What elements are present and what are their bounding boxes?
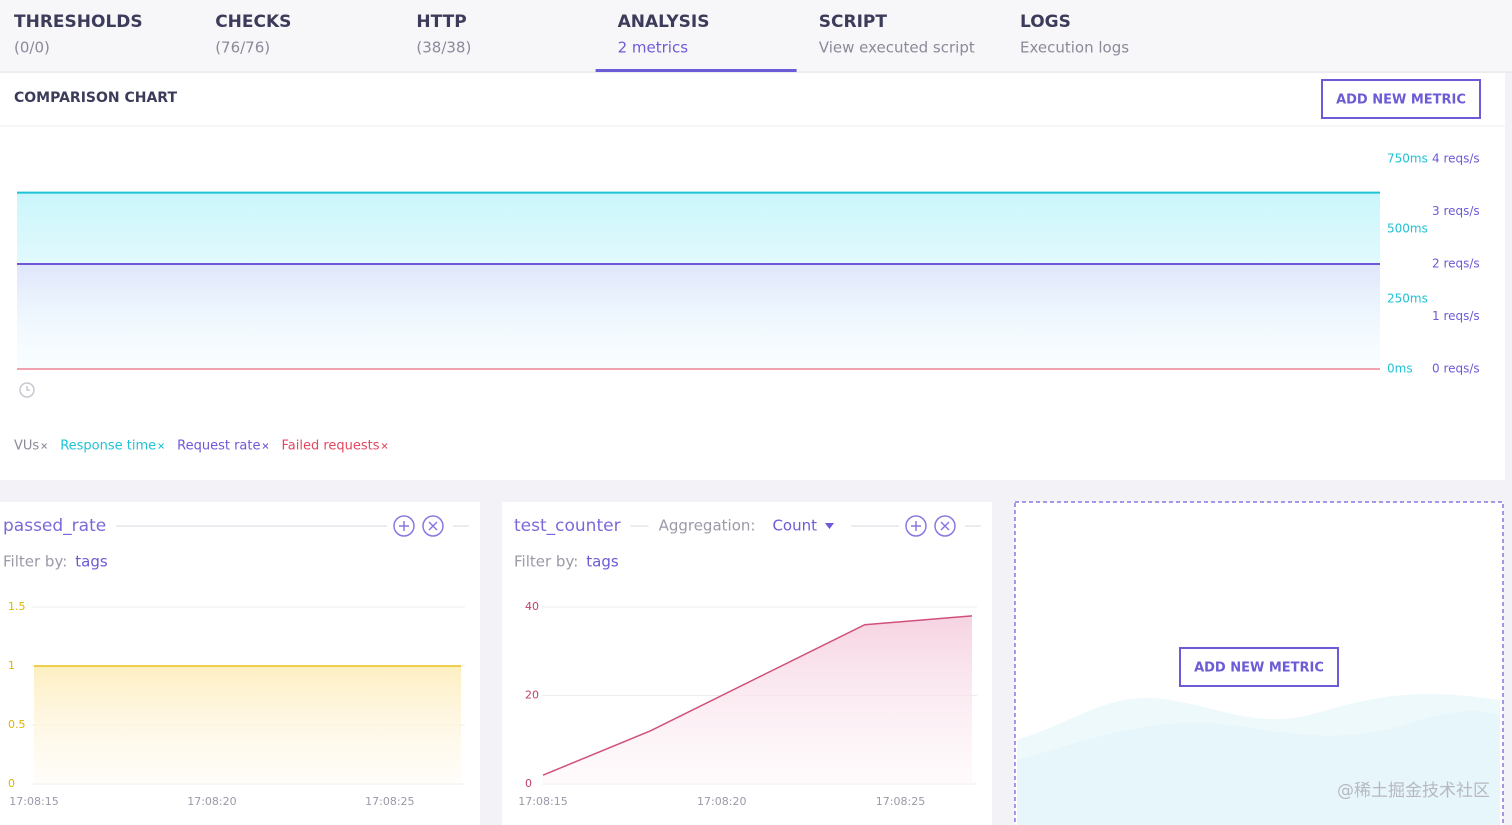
add-metric-button[interactable] <box>1321 79 1481 119</box>
tab-subtitle[interactable]: (76/76) <box>215 39 270 57</box>
aggregation-label: Aggregation: <box>659 517 756 535</box>
x-tick-label: 17:08:20 <box>697 795 746 808</box>
remove-icon-cross[interactable] <box>940 521 950 531</box>
x-tick-label: 17:08:25 <box>365 795 414 808</box>
legend-item[interactable]: VUs <box>14 439 39 454</box>
card-title: COMPARISON CHART <box>14 90 177 106</box>
tab-subtitle[interactable]: Execution logs <box>1020 39 1129 57</box>
filter-label: Filter by: <box>3 553 67 571</box>
legend-remove[interactable] <box>41 443 48 449</box>
remove-icon[interactable] <box>422 515 444 537</box>
y-tick-label: 1 <box>8 659 15 672</box>
tab-title[interactable]: LOGS <box>1020 12 1071 32</box>
remove-icon-cross[interactable] <box>428 521 438 531</box>
filter-value[interactable]: tags <box>75 553 108 571</box>
clock-hands <box>26 386 30 391</box>
watermark: @稀土掘金技术社区 <box>1337 781 1490 801</box>
tab-bar <box>0 0 1512 72</box>
y2-tick-label: 3 reqs/s <box>1432 204 1480 218</box>
y-tick-label: 40 <box>525 600 539 613</box>
y-tick-label: 0ms <box>1387 362 1413 376</box>
filter-label: Filter by: <box>514 553 578 571</box>
line <box>542 615 973 776</box>
y-tick-label: 250ms <box>1387 292 1428 306</box>
y2-tick-label: 0 reqs/s <box>1432 362 1480 376</box>
add-icon[interactable] <box>905 515 927 537</box>
tab-subtitle[interactable]: 2 metrics <box>618 39 689 57</box>
tab-title[interactable]: THRESHOLDS <box>14 12 143 32</box>
series-area <box>17 264 1380 369</box>
legend-item[interactable]: Failed requests <box>282 439 380 454</box>
y-tick-label: 1.5 <box>8 600 26 613</box>
add-icon[interactable] <box>393 515 415 537</box>
y-tick-label: 500ms <box>1387 222 1428 236</box>
add-icon-cross[interactable] <box>399 521 409 531</box>
wave <box>1017 711 1500 825</box>
metric-name: passed_rate <box>3 516 106 536</box>
tab-title[interactable]: CHECKS <box>215 12 291 32</box>
button-label[interactable]: ADD NEW METRIC <box>1336 93 1466 108</box>
tab-title[interactable]: HTTP <box>416 12 466 32</box>
area <box>34 666 461 784</box>
dropdown-arrow[interactable] <box>824 523 834 529</box>
y-tick-label: 20 <box>525 689 539 702</box>
x-tick-label: 17:08:15 <box>9 795 58 808</box>
y2-tick-label: 1 reqs/s <box>1432 309 1480 323</box>
aggregation-select[interactable]: Count <box>772 517 817 535</box>
area <box>543 615 972 784</box>
y-tick-label: 750ms <box>1387 152 1428 166</box>
button-label[interactable]: ADD NEW METRIC <box>1194 661 1324 676</box>
legend-item[interactable]: Response time <box>60 439 156 454</box>
legend-remove[interactable] <box>262 443 269 449</box>
tab-title[interactable]: SCRIPT <box>819 12 888 32</box>
tab-title[interactable]: ANALYSIS <box>618 12 710 32</box>
remove-icon[interactable] <box>934 515 956 537</box>
tab-subtitle[interactable]: (0/0) <box>14 39 50 57</box>
x-tick-label: 17:08:15 <box>518 795 567 808</box>
y2-tick-label: 4 reqs/s <box>1432 152 1480 166</box>
tab-subtitle[interactable]: View executed script <box>819 39 975 57</box>
x-tick-label: 17:08:25 <box>876 795 925 808</box>
filter-value[interactable]: tags <box>586 553 619 571</box>
tab-underline <box>595 69 797 72</box>
legend-item[interactable]: Request rate <box>177 439 260 454</box>
x-tick-label: 17:08:20 <box>187 795 236 808</box>
y2-tick-label: 2 reqs/s <box>1432 257 1480 271</box>
add-icon-cross[interactable] <box>911 521 921 531</box>
tab-subtitle[interactable]: (38/38) <box>416 39 471 57</box>
metric-name: test_counter <box>514 516 621 536</box>
y-tick-label: 0.5 <box>8 718 26 731</box>
legend-remove[interactable] <box>381 443 388 449</box>
add-metric-button[interactable] <box>1179 647 1339 687</box>
clock-icon <box>19 382 35 398</box>
y-tick-label: 0 <box>8 777 15 790</box>
legend-remove[interactable] <box>158 443 164 449</box>
y-tick-label: 0 <box>525 777 532 790</box>
